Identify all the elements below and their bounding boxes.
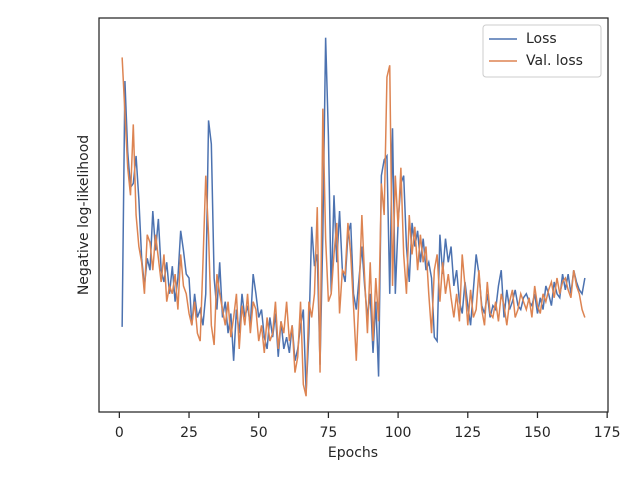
legend-label: Val. loss — [526, 53, 583, 69]
y-axis-label: Negative log-likelihood — [76, 135, 92, 295]
x-tick-label: 0 — [115, 425, 124, 441]
legend-box — [482, 24, 602, 78]
loss-line — [121, 37, 586, 393]
x-tick-label: 25 — [180, 425, 198, 441]
loss-line — [121, 57, 586, 397]
plot-frame — [98, 17, 609, 413]
legend-label: Loss — [526, 31, 557, 47]
x-tick-label: 125 — [454, 425, 481, 441]
x-tick-label: 150 — [524, 425, 551, 441]
x-tick-label: 175 — [594, 425, 621, 441]
x-tick-label: 100 — [385, 425, 412, 441]
x-tick-label: 50 — [250, 425, 268, 441]
x-tick-label: 75 — [319, 425, 337, 441]
x-axis-label: Epochs — [328, 445, 378, 461]
